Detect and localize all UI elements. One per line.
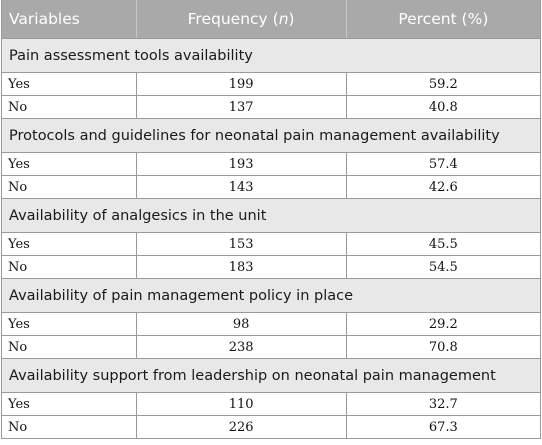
row-percent: 54.5 <box>345 256 540 278</box>
row-percent: 67.3 <box>345 416 540 438</box>
header-frequency-prefix: Frequency ( <box>187 10 279 28</box>
row-percent: 29.2 <box>345 313 540 335</box>
table-row: Yes 193 57.4 <box>2 152 540 175</box>
row-frequency: 193 <box>135 153 346 175</box>
header-frequency: Frequency (n) <box>135 0 346 38</box>
row-label: Yes <box>8 396 30 412</box>
row-frequency: 98 <box>135 313 346 335</box>
row-frequency: 238 <box>135 336 346 358</box>
section-row: Protocols and guidelines for neonatal pa… <box>2 118 540 152</box>
section-row: Availability of pain management policy i… <box>2 278 540 312</box>
row-label: Yes <box>8 236 30 252</box>
row-percent: 32.7 <box>345 393 540 415</box>
header-variables: Variables <box>9 10 80 28</box>
row-label: Yes <box>8 156 30 172</box>
row-label: Yes <box>8 316 30 332</box>
row-percent: 70.8 <box>345 336 540 358</box>
header-frequency-suffix: ) <box>288 10 295 28</box>
row-label: No <box>8 259 28 275</box>
section-row: Availability support from leadership on … <box>2 358 540 392</box>
row-frequency: 183 <box>135 256 346 278</box>
row-percent: 42.6 <box>345 176 540 198</box>
table-row: Yes 199 59.2 <box>2 72 540 95</box>
table-row: Yes 98 29.2 <box>2 312 540 335</box>
section-row: Availability of analgesics in the unit <box>2 198 540 232</box>
row-frequency: 110 <box>135 393 346 415</box>
header-frequency-n: n <box>278 10 289 28</box>
row-percent: 59.2 <box>345 73 540 95</box>
table-row: No 143 42.6 <box>2 175 540 198</box>
header-percent: Percent (%) <box>345 0 540 38</box>
row-frequency: 137 <box>135 96 346 118</box>
row-percent: 40.8 <box>345 96 540 118</box>
table-row: Yes 110 32.7 <box>2 392 540 415</box>
table-row: Yes 153 45.5 <box>2 232 540 255</box>
row-frequency: 153 <box>135 233 346 255</box>
row-frequency: 143 <box>135 176 346 198</box>
table-row: No 183 54.5 <box>2 255 540 278</box>
section-row: Pain assessment tools availability <box>2 38 540 72</box>
row-percent: 45.5 <box>345 233 540 255</box>
row-label: Yes <box>8 76 30 92</box>
table-row: No 226 67.3 <box>2 415 540 438</box>
row-frequency: 226 <box>135 416 346 438</box>
row-label: No <box>8 419 28 435</box>
row-label: No <box>8 99 28 115</box>
table-header-row: Variables Frequency (n) Percent (%) <box>2 0 540 38</box>
table-row: No 137 40.8 <box>2 95 540 118</box>
row-percent: 57.4 <box>345 153 540 175</box>
row-label: No <box>8 339 28 355</box>
row-label: No <box>8 179 28 195</box>
table-row: No 238 70.8 <box>2 335 540 358</box>
row-frequency: 199 <box>135 73 346 95</box>
